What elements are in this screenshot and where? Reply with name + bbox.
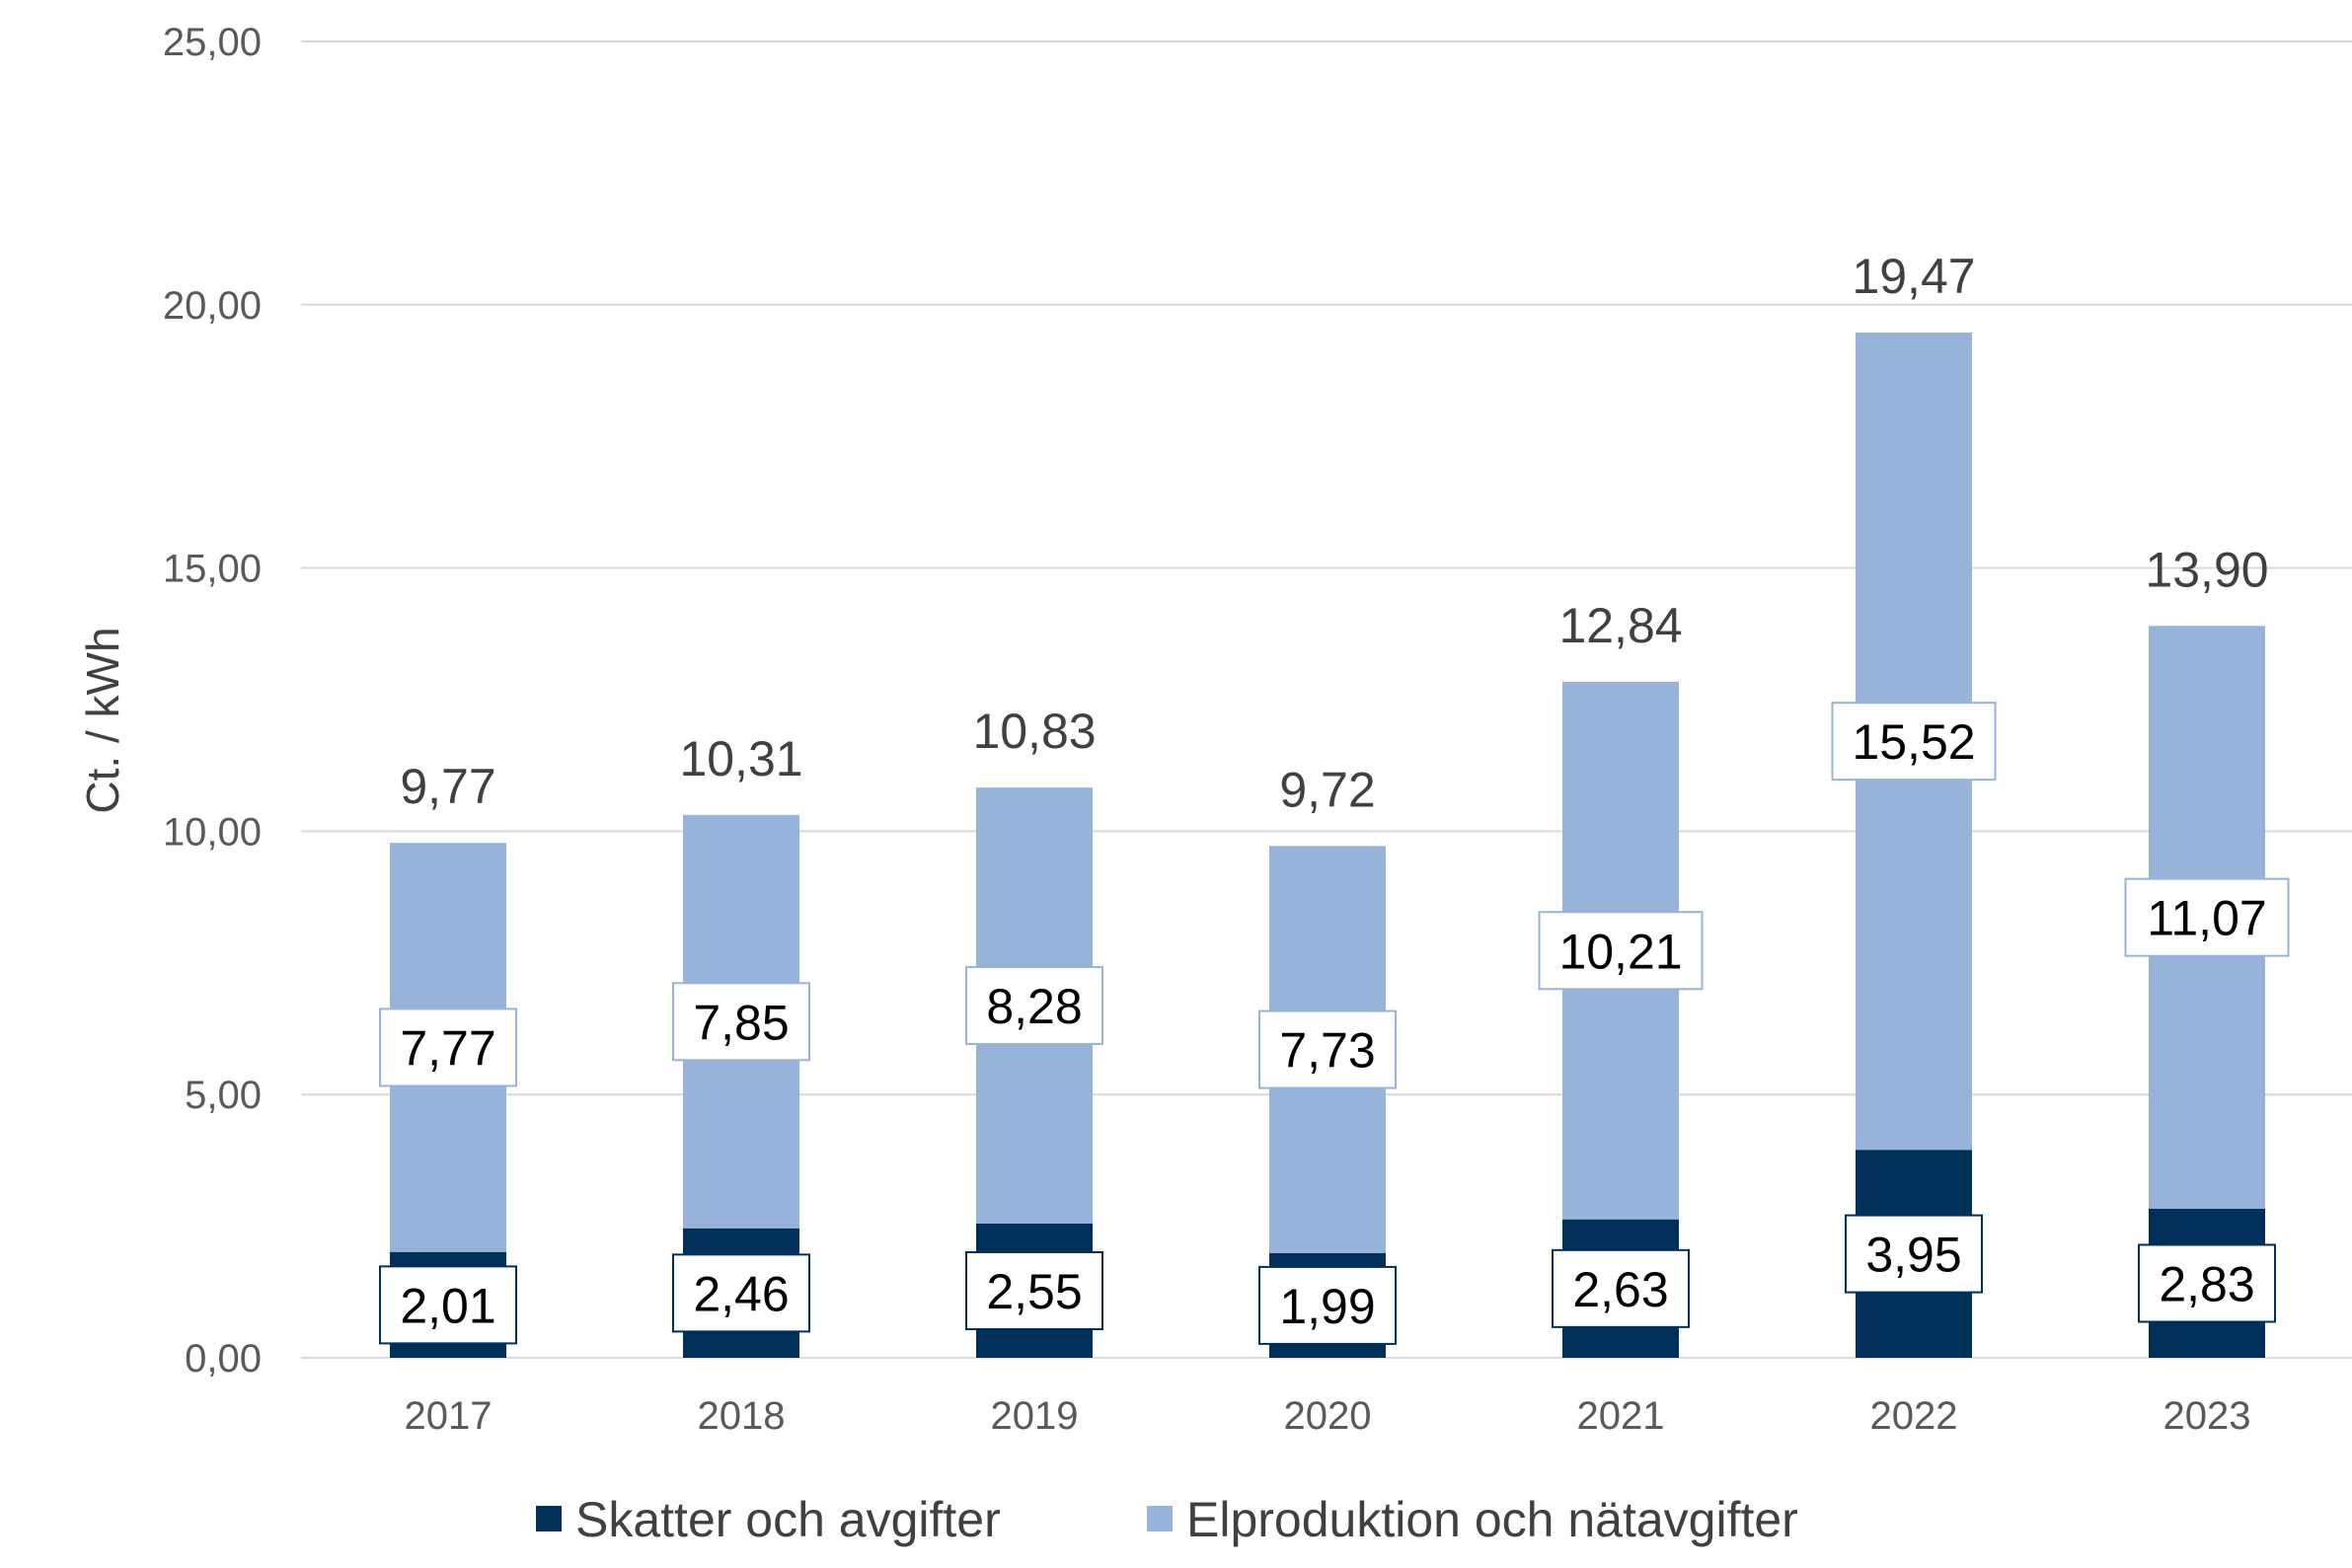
data-label-production-box xyxy=(379,1008,517,1087)
data-label-tax: 2,55 xyxy=(986,1264,1082,1319)
data-label-production-box xyxy=(672,982,810,1062)
data-label-tax-box xyxy=(379,1265,517,1345)
data-label-production: 7,85 xyxy=(693,995,789,1050)
y-tick-label: 15,00 xyxy=(163,548,262,591)
x-tick-label: 2020 xyxy=(1284,1394,1372,1438)
data-label-total: 10,83 xyxy=(972,704,1096,759)
data-label-production: 15,52 xyxy=(1852,714,1975,770)
data-label-tax-box xyxy=(1552,1248,1690,1328)
data-label-tax: 2,46 xyxy=(693,1266,789,1321)
x-tick-label: 2018 xyxy=(698,1394,786,1438)
data-label-total: 13,90 xyxy=(2145,542,2268,597)
y-tick-label: 25,00 xyxy=(163,21,262,64)
data-label-tax: 1,99 xyxy=(1279,1279,1375,1334)
y-axis-ticks: 0,00 5,00 10,00 15,00 20,00 25,00 xyxy=(163,21,262,1381)
data-label-tax: 2,01 xyxy=(400,1278,495,1333)
data-label-production-box xyxy=(1258,1009,1397,1089)
y-tick-label: 5,00 xyxy=(185,1074,262,1117)
y-tick-label: 20,00 xyxy=(163,284,262,328)
data-label-production: 10,21 xyxy=(1558,924,1682,979)
x-axis-ticks: 2017 2018 2019 2020 2021 2022 2023 xyxy=(405,1394,2251,1438)
data-label-total: 19,47 xyxy=(1852,249,1975,304)
data-label-production: 7,77 xyxy=(400,1020,495,1076)
data-label-production: 8,28 xyxy=(986,979,1082,1034)
data-label-tax-box xyxy=(1845,1214,1983,1294)
x-tick-label: 2019 xyxy=(991,1394,1079,1438)
data-labels: 2,01 7,77 9,77 2,46 7,85 10,31 2,55 8,28 10,83 1,… xyxy=(379,249,2290,1345)
x-tick-label: 2022 xyxy=(1870,1394,1958,1438)
data-label-production-box xyxy=(965,966,1103,1046)
data-label-total: 10,31 xyxy=(679,731,802,786)
legend-swatch-production xyxy=(1147,1506,1173,1531)
data-label-production: 11,07 xyxy=(2147,891,2266,946)
data-label-tax-box xyxy=(1258,1265,1397,1345)
data-label-production: 7,73 xyxy=(1279,1023,1375,1079)
x-tick-label: 2021 xyxy=(1577,1394,1665,1438)
x-tick-label: 2017 xyxy=(405,1394,493,1438)
gridlines xyxy=(301,40,2352,1359)
legend-label-production: Elproduktion och nätavgifter xyxy=(1186,1492,1798,1547)
data-label-tax-box xyxy=(965,1250,1103,1330)
legend-swatch-tax xyxy=(536,1506,562,1531)
data-label-tax: 2,63 xyxy=(1572,1262,1668,1317)
y-tick-label: 10,00 xyxy=(163,810,262,854)
x-tick-label: 2023 xyxy=(2163,1394,2251,1438)
data-label-production-box xyxy=(1538,911,1704,991)
legend-label-tax: Skatter och avgifter xyxy=(575,1492,1001,1547)
bars xyxy=(390,333,2265,1358)
y-axis-label: Ct. / kWh xyxy=(77,627,128,813)
data-label-tax-box xyxy=(672,1253,810,1333)
legend: Skatter och avgifter Elproduktion och nä… xyxy=(536,1492,1798,1547)
y-tick-label: 0,00 xyxy=(185,1337,262,1381)
data-label-total: 9,77 xyxy=(400,759,495,814)
data-label-total: 12,84 xyxy=(1558,598,1682,653)
data-label-production-box xyxy=(1831,702,1997,782)
data-label-tax: 2,83 xyxy=(2159,1256,2254,1311)
data-label-production-box xyxy=(2124,877,2290,957)
data-label-tax: 3,95 xyxy=(1865,1228,1961,1283)
data-label-total: 9,72 xyxy=(1279,762,1375,817)
data-label-tax-box xyxy=(2138,1243,2276,1323)
